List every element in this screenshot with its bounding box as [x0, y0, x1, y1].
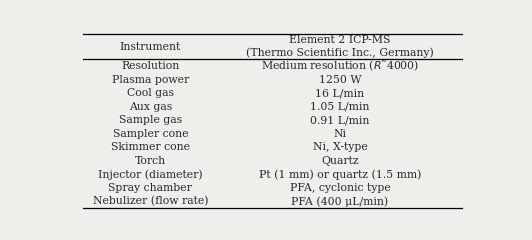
Text: PFA (400 μL/min): PFA (400 μL/min): [292, 196, 388, 207]
Text: Element 2 ICP-MS
(Thermo Scientific Inc., Germany): Element 2 ICP-MS (Thermo Scientific Inc.…: [246, 35, 434, 58]
Text: Ni: Ni: [334, 129, 346, 139]
Text: Injector (diameter): Injector (diameter): [98, 169, 203, 180]
Text: Instrument: Instrument: [120, 42, 181, 52]
Text: Plasma power: Plasma power: [112, 75, 189, 85]
Text: Ni, X-type: Ni, X-type: [313, 142, 368, 152]
Text: Medium resolution ($\mathit{R}$˜4000): Medium resolution ($\mathit{R}$˜4000): [261, 59, 419, 73]
Text: Sample gas: Sample gas: [119, 115, 182, 125]
Text: Aux gas: Aux gas: [129, 102, 172, 112]
Text: 0.91 L/min: 0.91 L/min: [310, 115, 370, 125]
Text: Resolution: Resolution: [121, 61, 179, 71]
Text: 1250 W: 1250 W: [319, 75, 361, 85]
Text: Torch: Torch: [135, 156, 166, 166]
Text: Nebulizer (flow rate): Nebulizer (flow rate): [93, 196, 208, 206]
Text: 1.05 L/min: 1.05 L/min: [310, 102, 370, 112]
Text: Spray chamber: Spray chamber: [109, 183, 192, 193]
Text: Skimmer cone: Skimmer cone: [111, 142, 190, 152]
Text: Sampler cone: Sampler cone: [113, 129, 188, 139]
Text: PFA, cyclonic type: PFA, cyclonic type: [289, 183, 390, 193]
Text: Pt (1 mm) or quartz (1.5 mm): Pt (1 mm) or quartz (1.5 mm): [259, 169, 421, 180]
Text: Cool gas: Cool gas: [127, 88, 174, 98]
Text: Quartz: Quartz: [321, 156, 359, 166]
Text: 16 L/min: 16 L/min: [315, 88, 364, 98]
